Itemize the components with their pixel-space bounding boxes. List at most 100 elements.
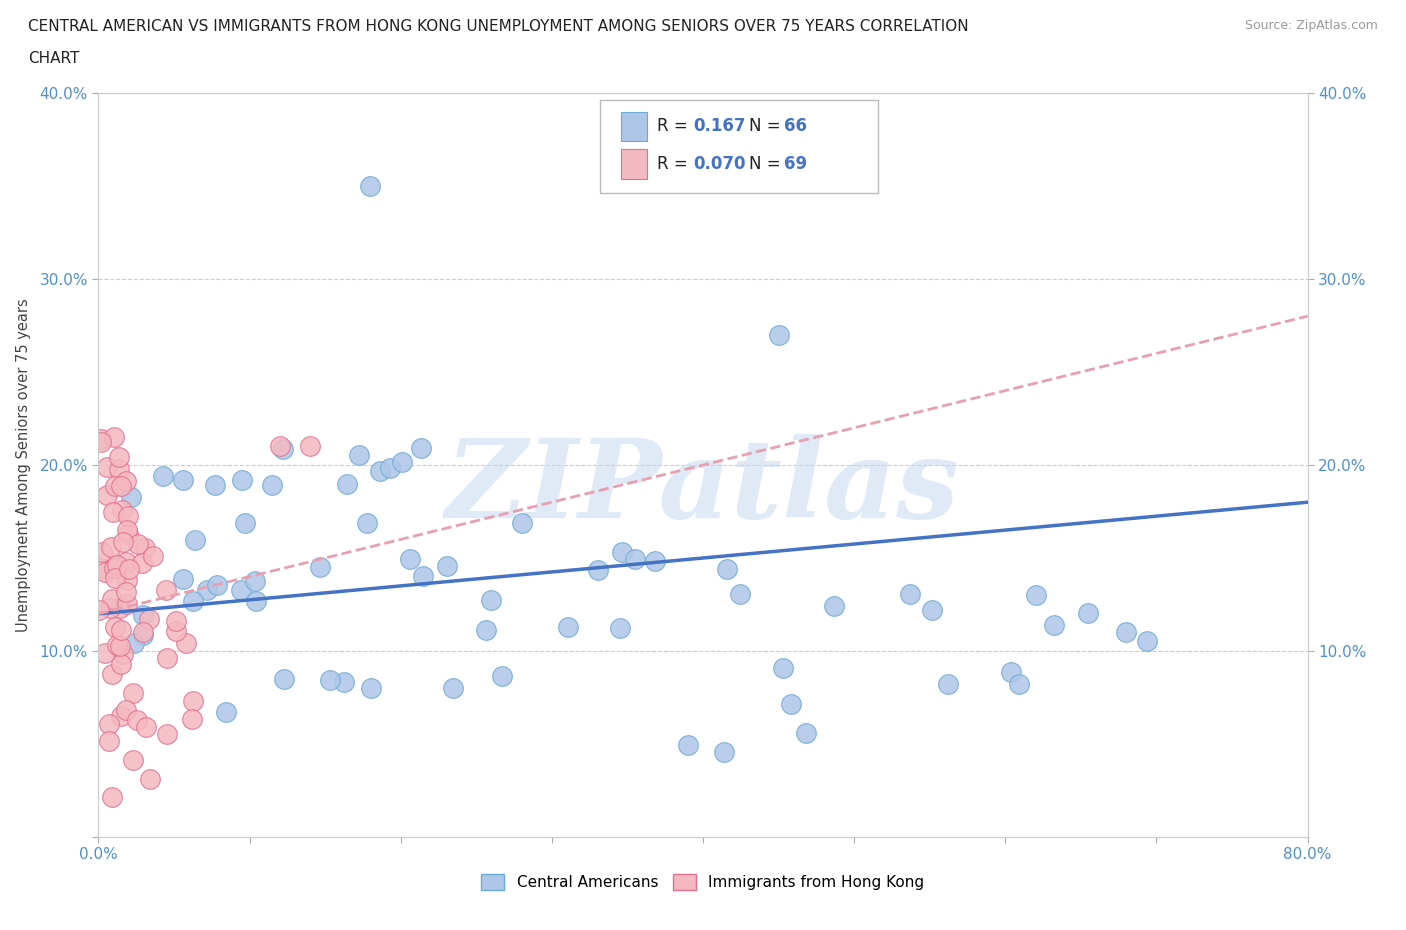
Point <box>115 554 138 569</box>
Point <box>360 680 382 695</box>
Point <box>491 669 513 684</box>
Point <box>332 674 354 689</box>
Point <box>368 464 391 479</box>
Point <box>1043 618 1066 632</box>
Point <box>378 460 401 475</box>
Point <box>181 593 204 608</box>
Point <box>676 737 699 752</box>
Point <box>89 603 111 618</box>
Point <box>111 646 134 661</box>
Point <box>112 535 135 550</box>
Point <box>184 532 207 547</box>
Point <box>110 657 132 671</box>
Point <box>557 619 579 634</box>
Point <box>205 578 228 592</box>
Point <box>134 540 156 555</box>
Point <box>475 623 498 638</box>
Point <box>335 476 357 491</box>
Point <box>90 434 112 449</box>
Text: 69: 69 <box>785 154 807 173</box>
Point <box>89 560 111 575</box>
Point <box>391 455 413 470</box>
Text: 0.070: 0.070 <box>693 154 745 173</box>
Point <box>409 441 432 456</box>
Point <box>181 694 204 709</box>
Point <box>1000 665 1022 680</box>
Point <box>510 516 533 531</box>
Point <box>91 545 114 560</box>
Point <box>938 677 960 692</box>
Point <box>823 598 845 613</box>
Point <box>347 448 370 463</box>
Text: R =: R = <box>657 154 693 173</box>
Point <box>172 472 194 487</box>
Point <box>98 716 121 731</box>
Point <box>142 548 165 563</box>
Point <box>132 627 155 642</box>
Point <box>117 526 139 541</box>
Point <box>103 561 125 576</box>
Point <box>131 555 153 570</box>
Point <box>271 441 294 456</box>
Text: CENTRAL AMERICAN VS IMMIGRANTS FROM HONG KONG UNEMPLOYMENT AMONG SENIORS OVER 75: CENTRAL AMERICAN VS IMMIGRANTS FROM HONG… <box>28 19 969 33</box>
Point <box>105 638 128 653</box>
Legend: Central Americans, Immigrants from Hong Kong: Central Americans, Immigrants from Hong … <box>475 868 931 897</box>
Point <box>612 545 634 560</box>
Point <box>96 487 118 502</box>
Point <box>588 562 610 577</box>
Point <box>231 583 253 598</box>
Point <box>231 472 253 487</box>
Text: 0.167: 0.167 <box>693 117 745 136</box>
Point <box>101 591 124 606</box>
Text: ZIPatlas: ZIPatlas <box>446 433 960 541</box>
Point <box>713 745 735 760</box>
Bar <box>621 149 647 179</box>
Point <box>728 587 751 602</box>
Point <box>768 327 790 342</box>
Point <box>104 571 127 586</box>
Point <box>165 623 187 638</box>
Point <box>127 537 149 551</box>
Point <box>103 558 125 573</box>
Point <box>898 586 921 601</box>
Point <box>101 790 124 804</box>
Bar <box>621 112 647 141</box>
Point <box>152 469 174 484</box>
Point <box>156 726 179 741</box>
Text: R =: R = <box>657 117 693 136</box>
Point <box>1077 605 1099 620</box>
Point <box>644 553 666 568</box>
Point <box>1008 676 1031 691</box>
Text: N =: N = <box>749 117 786 136</box>
Point <box>111 503 134 518</box>
Point <box>104 619 127 634</box>
Point <box>243 573 266 588</box>
Point <box>104 479 127 494</box>
Point <box>299 439 322 454</box>
Text: 66: 66 <box>785 117 807 136</box>
Point <box>138 612 160 627</box>
Point <box>115 596 138 611</box>
Point <box>245 594 267 609</box>
Point <box>716 562 738 577</box>
Point <box>110 709 132 724</box>
Point <box>110 601 132 616</box>
Text: Source: ZipAtlas.com: Source: ZipAtlas.com <box>1244 19 1378 32</box>
Point <box>233 515 256 530</box>
Point <box>309 559 332 574</box>
Point <box>122 685 145 700</box>
Point <box>108 461 131 476</box>
Point <box>100 539 122 554</box>
Point <box>269 439 291 454</box>
Point <box>115 573 138 588</box>
Point <box>215 705 238 720</box>
Point <box>110 622 132 637</box>
Point <box>94 645 117 660</box>
Point <box>132 607 155 622</box>
Point <box>412 568 434 583</box>
Point <box>94 565 117 579</box>
Point <box>108 638 131 653</box>
Point <box>90 432 112 446</box>
Point <box>115 473 138 488</box>
Point <box>139 772 162 787</box>
